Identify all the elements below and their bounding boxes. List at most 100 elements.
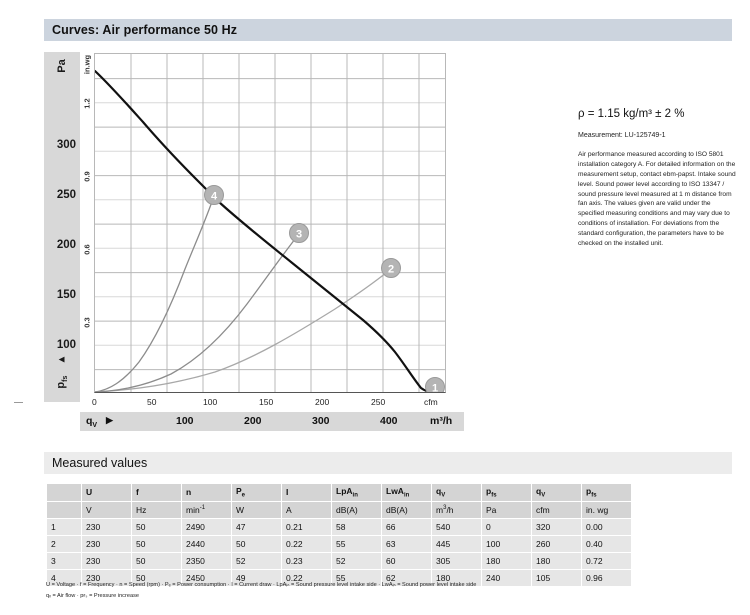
td-qv-cfm: 320 — [531, 517, 582, 536]
th-lwa-in: LwAin — [381, 483, 432, 502]
table-row: 1 230 50 2490 47 0.21 58 66 540 0 320 0.… — [46, 517, 632, 536]
tu-qv-cfm: cfm — [531, 500, 582, 519]
td-qv-cfm: 105 — [531, 568, 582, 587]
th-qv-cfm: qV — [531, 483, 582, 502]
measured-values-header: Measured values — [44, 452, 732, 474]
x-tick-cfm-200: 200 — [315, 397, 330, 407]
td-pfs-pa: 100 — [481, 534, 532, 553]
air-performance-chart: Pa ▲ pfs 300 250 200 150 100 in.wg 1.2 0… — [44, 52, 464, 431]
table-row: 3 230 50 2350 52 0.23 52 60 305 180 180 … — [46, 551, 632, 570]
td-current: 0.22 — [281, 568, 332, 587]
tu-pfs-pa: Pa — [481, 500, 532, 519]
air-density-value: ρ = 1.15 kg/m³ ± 2 % — [578, 108, 685, 120]
td-qv-m3h: 445 — [431, 534, 482, 553]
td-qv-cfm: 180 — [531, 551, 582, 570]
plot-area: 4 3 2 1 — [94, 53, 446, 393]
grid-lines — [95, 78, 445, 371]
td-current: 0.21 — [281, 517, 332, 536]
svg-text:2: 2 — [388, 264, 394, 276]
th-voltage: U — [81, 483, 132, 502]
plot-svg: 4 3 2 1 — [95, 54, 445, 392]
x-axis-name-qv: qV — [86, 415, 98, 430]
x-axis-unit-cfm: cfm — [424, 397, 438, 407]
td-speed: 2440 — [181, 534, 232, 553]
x-tick-cfm-50: 50 — [147, 397, 157, 407]
x-tick-cfm-100: 100 — [203, 397, 218, 407]
x-axis-cfm-ticks: 0 50 100 150 200 250 cfm — [92, 397, 454, 409]
y-tick-inwg-0-3: 0.3 — [82, 317, 92, 328]
td-qv-m3h: 305 — [431, 551, 482, 570]
td-power: 47 — [231, 517, 282, 536]
grid-lines-v — [130, 54, 420, 392]
td-lwa-in: 60 — [381, 551, 432, 570]
td-voltage: 230 — [81, 568, 132, 587]
td-frequency: 50 — [131, 517, 182, 536]
table-row: 2 230 50 2440 50 0.22 55 63 445 100 260 … — [46, 534, 632, 553]
td-speed: 2350 — [181, 551, 232, 570]
td-pfs-pa: 180 — [481, 551, 532, 570]
y-tick-pa-100: 100 — [56, 339, 76, 351]
table-row: 4 230 50 2450 49 0.22 55 62 180 240 105 … — [46, 568, 632, 587]
x-tick-m3h-200: 200 — [244, 415, 262, 427]
operating-point-marker-1: 1 — [425, 377, 445, 393]
tu-qv-m3h: m3/h — [431, 500, 482, 519]
fan-performance-curve — [95, 69, 435, 392]
operating-point-marker-3: 3 — [289, 223, 309, 243]
svg-text:3: 3 — [296, 229, 302, 241]
measurement-note: Air performance measured according to IS… — [578, 151, 736, 248]
table-footnote: U = Voltage · f = Frequency · n = Speed … — [46, 580, 686, 601]
y-axis-unit-pa: Pa — [56, 59, 68, 73]
td-speed: 2490 — [181, 517, 232, 536]
th-pfs-pa: pfs — [481, 483, 532, 502]
x-tick-m3h-400: 400 — [380, 415, 398, 427]
td-pfs-inwg: 0.96 — [581, 568, 632, 587]
footnote-line-2: qᵥ = Air flow · pғₛ = Pressure increase — [46, 592, 139, 599]
y-axis-name-pfs: pfs — [54, 375, 70, 389]
x-axis-arrow-icon: ▶ — [106, 415, 113, 425]
td-pfs-inwg: 0.40 — [581, 534, 632, 553]
x-axis-unit-m3h: m³/h — [430, 415, 453, 427]
tu-current: A — [281, 500, 332, 519]
y-tick-pa-250: 250 — [56, 189, 76, 201]
tu-frequency: Hz — [131, 500, 182, 519]
footnote-line-1: U = Voltage · f = Frequency · n = Speed … — [46, 582, 477, 588]
td-pfs-pa: 0 — [481, 517, 532, 536]
operating-point-marker-4: 4 — [204, 185, 224, 205]
td-lpa-in: 52 — [331, 551, 382, 570]
tu-lpa-in: dB(A) — [331, 500, 382, 519]
td-lwa-in: 62 — [381, 568, 432, 587]
td-lwa-in: 63 — [381, 534, 432, 553]
pressure-axis-column: Pa ▲ pfs 300 250 200 150 100 — [44, 52, 80, 402]
y-axis-unit-inwg: in.wg — [82, 54, 92, 75]
x-tick-m3h-100: 100 — [176, 415, 194, 427]
td-current: 0.22 — [281, 534, 332, 553]
y-tick-pa-200: 200 — [56, 239, 76, 251]
td-pfs-pa: 240 — [481, 568, 532, 587]
page-title: Curves: Air performance 50 Hz — [52, 23, 238, 37]
td-frequency: 50 — [131, 534, 182, 553]
x-tick-cfm-150: 150 — [259, 397, 274, 407]
td-qv-m3h: 540 — [431, 517, 482, 536]
system-curve-2 — [95, 268, 392, 392]
page-title-bar: Curves: Air performance 50 Hz — [44, 19, 732, 41]
secondary-pressure-axis: in.wg 1.2 0.9 0.6 0.3 — [80, 52, 94, 402]
measurement-conditions-panel: ρ = 1.15 kg/m³ ± 2 % Measurement: LU-125… — [578, 108, 738, 249]
th-lpa-in: LpAin — [331, 483, 382, 502]
td-lwa-in: 66 — [381, 517, 432, 536]
tu-pfs-inwg: in. wg — [581, 500, 632, 519]
grid-lines-minor-h — [95, 102, 445, 346]
y-tick-pa-150: 150 — [56, 289, 76, 301]
th-pfs-inwg: pfs — [581, 483, 632, 502]
td-lpa-in: 58 — [331, 517, 382, 536]
td-voltage: 230 — [81, 551, 132, 570]
x-tick-cfm-250: 250 — [371, 397, 386, 407]
svg-text:4: 4 — [211, 191, 218, 203]
svg-text:1: 1 — [432, 383, 438, 393]
td-index: 1 — [46, 517, 82, 536]
th-index — [46, 483, 82, 502]
x-tick-cfm-0: 0 — [92, 397, 97, 407]
y-tick-pa-300: 300 — [56, 139, 76, 151]
td-lpa-in: 55 — [331, 534, 382, 553]
x-tick-m3h-300: 300 — [312, 415, 330, 427]
tu-speed: min-1 — [181, 500, 232, 519]
